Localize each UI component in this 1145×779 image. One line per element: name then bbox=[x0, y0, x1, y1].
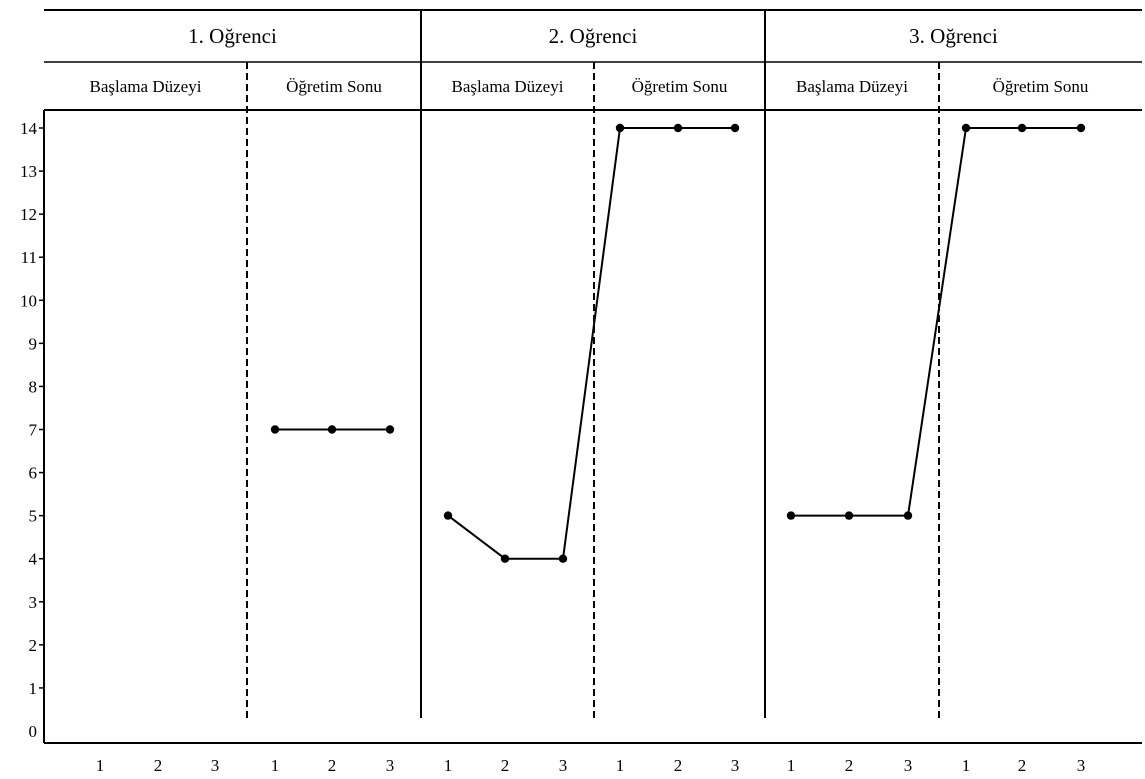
x-tick-label: 1 bbox=[962, 756, 971, 775]
x-tick-label: 2 bbox=[1018, 756, 1027, 775]
data-point bbox=[385, 425, 395, 434]
data-point bbox=[673, 123, 683, 133]
phase-label-baseline: Başlama Düzeyi bbox=[90, 77, 202, 96]
data-point bbox=[786, 511, 796, 520]
x-tick-label: 3 bbox=[559, 756, 568, 775]
data-point bbox=[558, 554, 568, 563]
x-tick-label: 1 bbox=[271, 756, 280, 775]
data-point bbox=[327, 425, 337, 434]
data-point bbox=[844, 511, 854, 520]
x-tick-label: 2 bbox=[154, 756, 163, 775]
y-tick-label: 4 bbox=[29, 550, 38, 569]
phase-label-baseline: Başlama Düzeyi bbox=[796, 77, 908, 96]
phase-label-baseline: Başlama Düzeyi bbox=[452, 77, 564, 96]
data-point bbox=[443, 511, 453, 520]
y-tick-label: 7 bbox=[29, 421, 38, 440]
y-tick-label: 2 bbox=[29, 636, 38, 655]
y-tick-label: 3 bbox=[29, 593, 38, 612]
y-tick-label: 1 bbox=[29, 679, 38, 698]
student-header: 3. Oğrenci bbox=[909, 24, 998, 48]
phase-label-post: Öğretim Sonu bbox=[993, 77, 1089, 96]
data-point bbox=[615, 123, 625, 133]
x-tick-label: 2 bbox=[328, 756, 337, 775]
x-tick-label: 2 bbox=[501, 756, 510, 775]
series-line-student-3 bbox=[791, 127, 1081, 517]
x-tick-label: 3 bbox=[731, 756, 740, 775]
y-tick-label: 9 bbox=[29, 334, 38, 353]
data-point bbox=[500, 554, 510, 563]
x-tick-label: 3 bbox=[904, 756, 913, 775]
x-tick-label: 3 bbox=[211, 756, 220, 775]
data-point bbox=[1076, 123, 1086, 133]
x-tick-label: 3 bbox=[386, 756, 395, 775]
x-tick-label: 1 bbox=[444, 756, 453, 775]
y-tick-label: 8 bbox=[29, 377, 38, 396]
y-tick-label: 13 bbox=[20, 162, 37, 181]
series-line-student-2 bbox=[447, 127, 735, 560]
x-tick-label: 1 bbox=[96, 756, 105, 775]
phase-label-post: Öğretim Sonu bbox=[632, 77, 728, 96]
y-tick-label: 6 bbox=[29, 464, 38, 483]
y-tick-label: 5 bbox=[29, 507, 38, 526]
student-header: 2. Oğrenci bbox=[549, 24, 638, 48]
y-tick-label: 12 bbox=[20, 205, 37, 224]
y-tick-label: 14 bbox=[20, 119, 38, 138]
data-point bbox=[903, 511, 913, 520]
phase-label-post: Öğretim Sonu bbox=[286, 77, 382, 96]
data-point bbox=[730, 123, 740, 133]
x-tick-label: 3 bbox=[1077, 756, 1086, 775]
x-tick-label: 1 bbox=[787, 756, 796, 775]
x-tick-label: 1 bbox=[616, 756, 625, 775]
y-tick-label: 0 bbox=[29, 722, 38, 741]
student-header: 1. Oğrenci bbox=[188, 24, 277, 48]
data-point bbox=[1017, 123, 1027, 133]
y-tick-label: 10 bbox=[20, 291, 37, 310]
data-point bbox=[270, 425, 280, 434]
x-tick-label: 2 bbox=[845, 756, 854, 775]
data-point bbox=[961, 123, 971, 133]
y-tick-label: 11 bbox=[21, 248, 37, 267]
x-tick-label: 2 bbox=[674, 756, 683, 775]
